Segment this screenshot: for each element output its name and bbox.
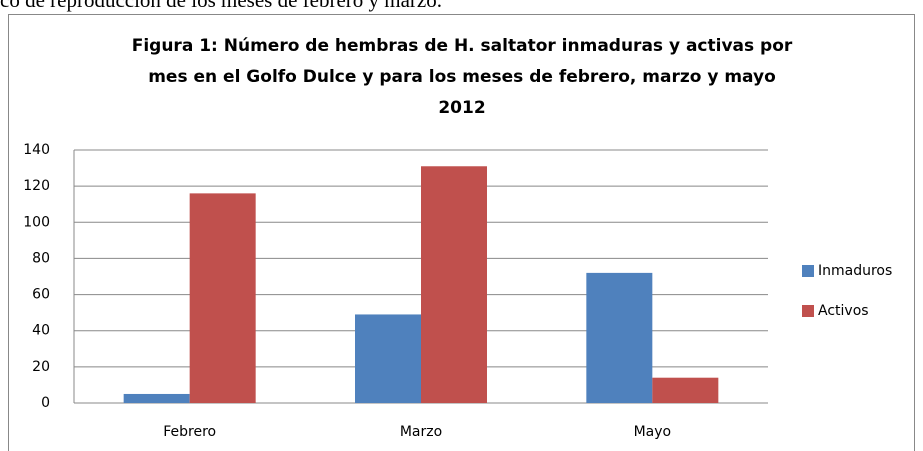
y-tick-label: 20 xyxy=(32,359,50,375)
bar xyxy=(355,314,421,403)
bar xyxy=(586,272,653,403)
y-tick-label: 40 xyxy=(32,323,50,339)
caption: co de reproducción de los meses de febre… xyxy=(0,0,442,12)
legend-swatch xyxy=(802,265,814,277)
bar xyxy=(189,193,256,403)
x-tick-label: Febrero xyxy=(163,424,216,440)
chart-title: 2012 xyxy=(438,98,485,118)
x-tick-label: Marzo xyxy=(400,424,442,440)
bar xyxy=(421,166,487,403)
bar xyxy=(652,377,719,403)
bar xyxy=(123,393,190,403)
y-tick-label: 100 xyxy=(23,214,50,230)
y-tick-label: 60 xyxy=(32,287,50,303)
chart-title: mes en el Golfo Dulce y para los meses d… xyxy=(148,67,776,87)
x-tick-label: Mayo xyxy=(634,424,672,440)
y-tick-label: 140 xyxy=(23,142,50,158)
y-tick-label: 80 xyxy=(32,250,50,266)
legend-label: Activos xyxy=(818,303,869,319)
legend-swatch xyxy=(802,305,814,317)
chart-title: Figura 1: Número de hembras de H. saltat… xyxy=(132,36,793,56)
legend-label: Inmaduros xyxy=(818,263,892,279)
y-tick-label: 0 xyxy=(41,395,50,411)
y-tick-label: 120 xyxy=(23,178,50,194)
